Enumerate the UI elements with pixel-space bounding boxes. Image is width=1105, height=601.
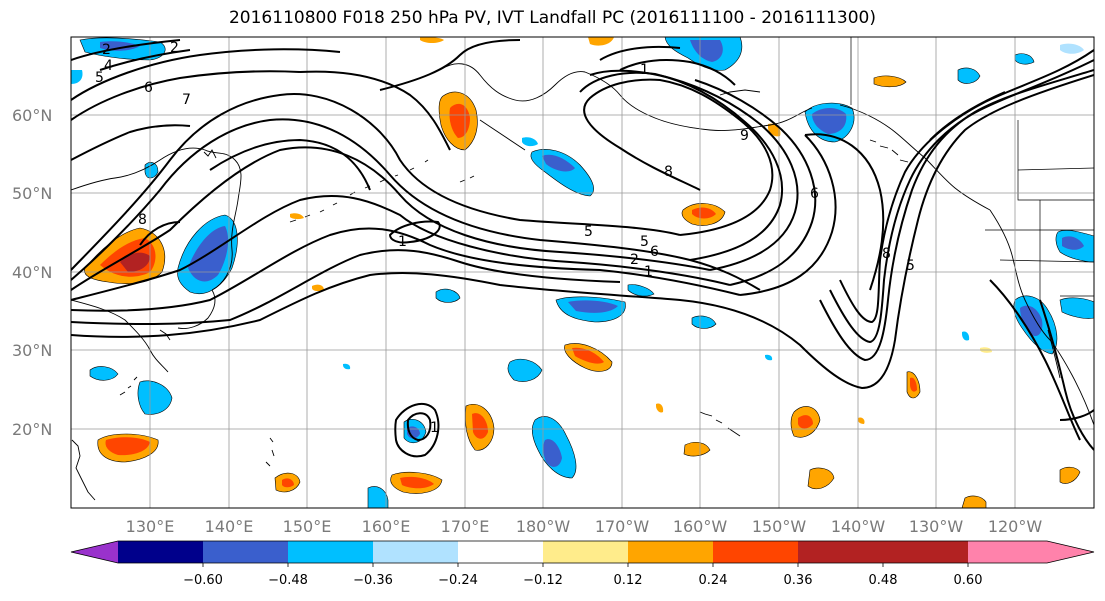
lon-label: 130°E <box>126 517 175 536</box>
lon-label: 120°W <box>988 517 1043 536</box>
colorbar-segment <box>203 541 288 563</box>
contour-label: 7 <box>182 92 191 108</box>
longitude-labels: 130°E 140°E 150°E 160°E 170°E 180°W 170°… <box>126 517 1043 536</box>
contour-label: 5 <box>584 224 593 240</box>
colorbar-segment <box>543 541 628 563</box>
colorbar-segment <box>798 541 883 563</box>
pv-contours <box>71 39 1094 458</box>
lon-label: 170°E <box>441 517 490 536</box>
contour-label: 5 <box>640 234 649 250</box>
map-title: 2016110800 F018 250 hPa PV, IVT Landfall… <box>228 8 876 28</box>
lat-label: 60°N <box>12 106 52 125</box>
contour-label: 2 <box>102 42 111 58</box>
colorbar-tick-label: 0.24 <box>699 573 728 588</box>
colorbar-tick-label: −0.48 <box>268 573 308 588</box>
lon-label: 150°W <box>752 517 807 536</box>
lat-label: 50°N <box>12 184 52 203</box>
lon-label: 160°W <box>673 517 728 536</box>
map-gridlines <box>71 37 1094 508</box>
colorbar-extend-high <box>968 541 1094 563</box>
lat-label: 20°N <box>12 420 52 439</box>
contour-label: 6 <box>650 244 659 260</box>
colorbar: −0.60 −0.48 −0.36 −0.24 −0.12 0.12 0.24 … <box>70 540 1095 588</box>
contour-label: 1 <box>644 264 653 280</box>
lon-label: 140°W <box>831 517 886 536</box>
map-area: 2 2 4 5 6 7 8 5 2 1 1 5 6 8 9 6 8 5 1 1 <box>71 37 1094 508</box>
contour-label: 4 <box>104 58 113 74</box>
lat-label: 30°N <box>12 341 52 360</box>
colorbar-segment <box>118 541 203 563</box>
contour-label: 6 <box>810 186 819 202</box>
lon-label: 140°E <box>205 517 254 536</box>
lon-label: 180°W <box>516 517 571 536</box>
colorbar-segment <box>628 541 713 563</box>
contour-label: 2 <box>170 40 179 56</box>
lon-label: 160°E <box>362 517 411 536</box>
lon-label: 170°W <box>595 517 650 536</box>
contour-label: 6 <box>144 80 153 96</box>
contour-labels: 2 2 4 5 6 7 8 5 2 1 1 5 6 8 9 6 8 5 1 1 <box>95 40 915 436</box>
political-borders <box>850 37 1094 300</box>
colorbar-tick-label: 0.48 <box>869 573 898 588</box>
colorbar-tick-label: 0.12 <box>614 573 643 588</box>
contour-label: 8 <box>138 212 147 228</box>
colorbar-tick-label: −0.12 <box>523 573 563 588</box>
colorbar-segment <box>373 541 458 563</box>
contour-label: 5 <box>95 70 104 86</box>
latitude-labels: 60°N 50°N 40°N 30°N 20°N <box>12 106 52 439</box>
colorbar-tick-label: −0.60 <box>183 573 223 588</box>
contour-label: 1 <box>398 234 407 250</box>
coastlines <box>71 63 1094 501</box>
map-frame <box>70 36 1095 509</box>
lon-label: 150°E <box>283 517 332 536</box>
contour-label: 1 <box>640 62 649 78</box>
colorbar-tick-label: −0.36 <box>353 573 393 588</box>
colorbar-tick-label: 0.36 <box>784 573 813 588</box>
colorbar-tick-labels: −0.60 −0.48 −0.36 −0.24 −0.12 0.12 0.24 … <box>183 573 982 588</box>
lon-label: 130°W <box>909 517 964 536</box>
lat-label: 40°N <box>12 263 52 282</box>
colorbar-tick-label: 0.60 <box>954 573 983 588</box>
colorbar-extend-low <box>71 541 118 563</box>
contour-label: 2 <box>630 252 639 268</box>
colorbar-segment <box>713 541 798 563</box>
colorbar-segment <box>883 541 968 563</box>
colorbar-tick-label: −0.24 <box>438 573 478 588</box>
negative-anomaly <box>71 37 1094 508</box>
contour-label: 8 <box>664 164 673 180</box>
contour-label: 9 <box>740 128 749 144</box>
contour-label: 8 <box>882 246 891 262</box>
contour-label: 5 <box>906 258 915 274</box>
colorbar-segment <box>458 541 543 563</box>
contour-label: 1 <box>430 420 439 436</box>
colorbar-segment <box>288 541 373 563</box>
